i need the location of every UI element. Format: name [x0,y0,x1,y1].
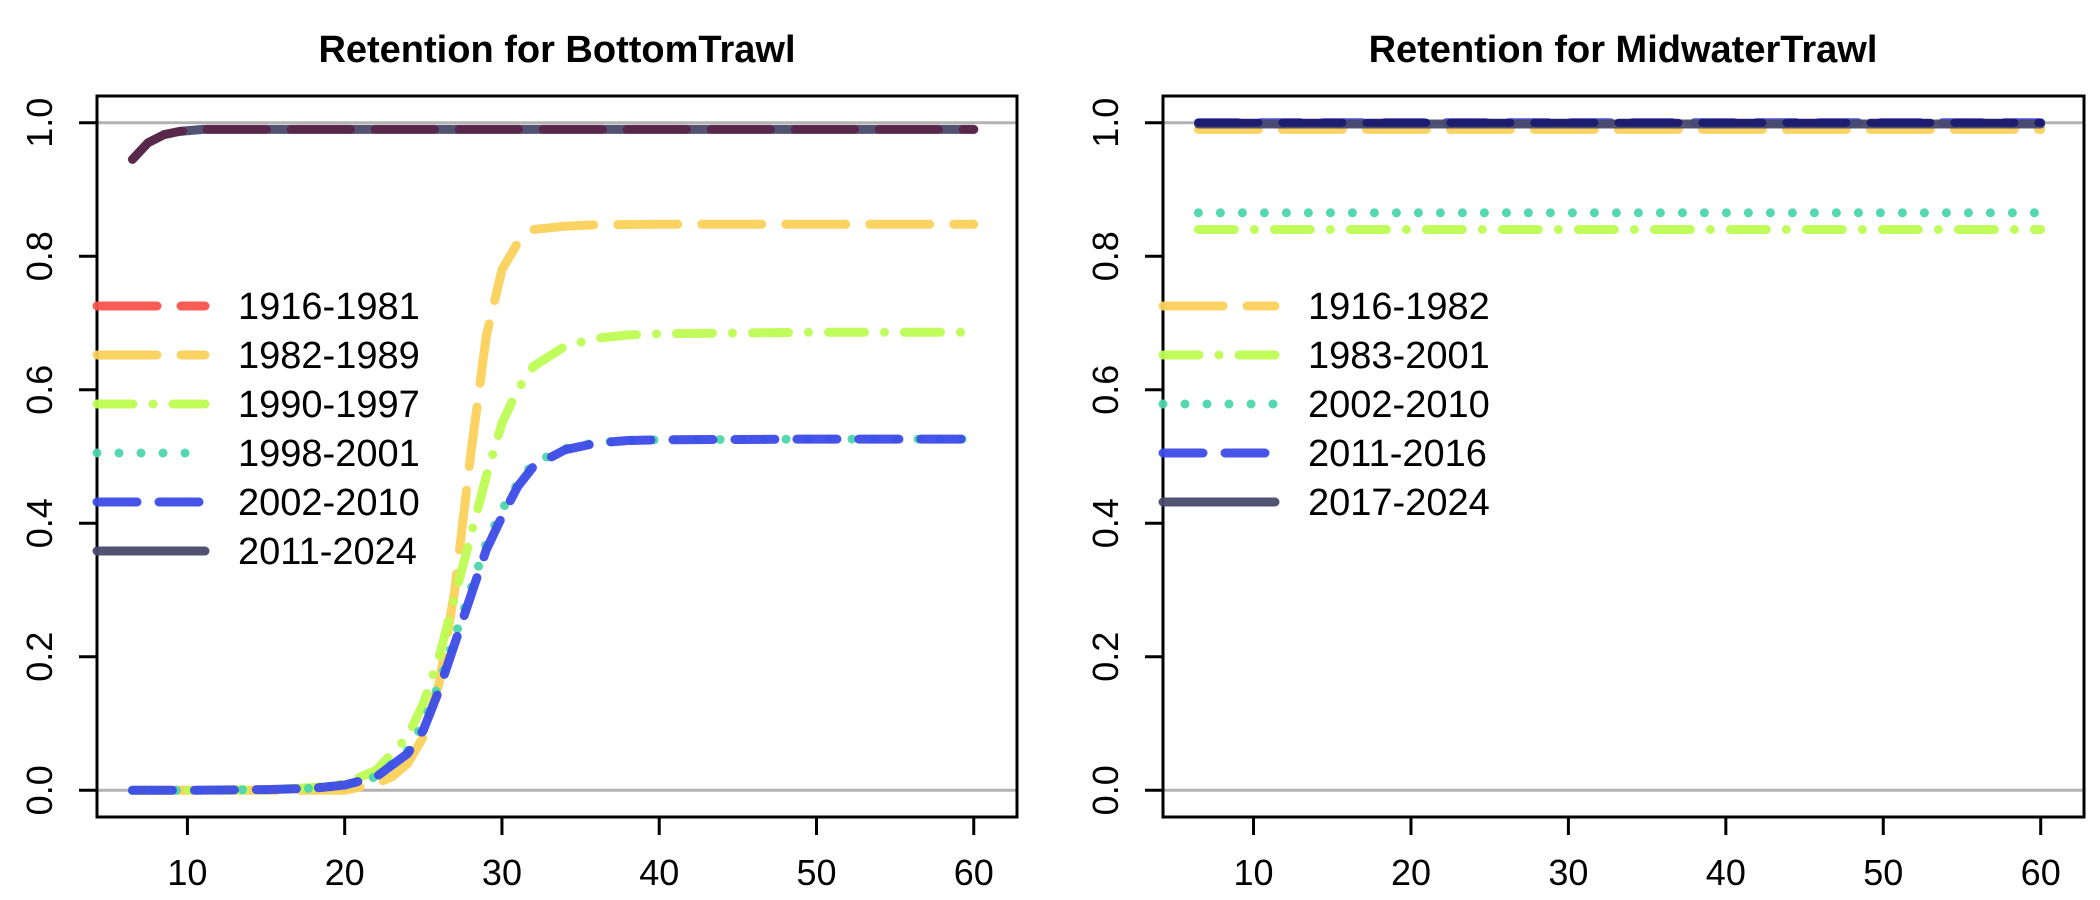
chart-title: Retention for MidwaterTrawl [1369,29,1878,71]
chart-title: Retention for BottomTrawl [318,29,795,71]
bottomtrawl-panel: Retention for BottomTrawl 10 20 30 40 50 60 0.… [19,29,1019,893]
x-tick-label: 10 [1234,852,1274,893]
legend-label: 1982-1989 [238,335,420,377]
legend: 1916-1982 1983-2001 2002-2010 2011-2016 2017… [1158,286,1490,524]
legend-label: 1916-1982 [1308,286,1490,328]
legend-label: 1983-2001 [1308,335,1490,377]
legend-label: 2002-2010 [1308,384,1490,426]
x-tick-label: 60 [954,852,994,893]
x-tick-label: 20 [1391,852,1431,893]
y-tick-label: 0.8 [1085,231,1126,281]
y-tick-label: 0.2 [1085,632,1126,682]
x-tick-label: 20 [325,852,365,893]
legend: 1916-1981 1982-1989 1990-1997 1998-2001 2002… [92,286,420,573]
y-tick-label: 1.0 [1085,98,1126,148]
legend-label: 1916-1981 [238,286,420,328]
midwatertrawl-panel: Retention for MidwaterTrawl 10 20 30 40 50 60… [1085,29,2086,893]
y-tick-label: 0.8 [19,231,60,281]
x-tick-label: 30 [482,852,522,893]
series-line [127,124,979,164]
series-line [127,219,979,795]
y-tick-label: 0.6 [19,365,60,415]
legend-label: 2011-2016 [1308,433,1487,475]
y-tick-label: 0.2 [19,632,60,682]
y-tick-label: 0.4 [1085,498,1126,548]
x-tick-label: 50 [1863,852,1903,893]
y-tick-label: 0.6 [1085,365,1126,415]
y-tick-label: 1.0 [19,98,60,148]
legend-label: 2017-2024 [1308,482,1490,524]
x-tick-label: 40 [639,852,679,893]
series-line [127,434,979,795]
legend-label: 2002-2010 [238,482,420,524]
y-tick-label: 0.4 [19,498,60,548]
legend-label: 1998-2001 [238,433,420,475]
legend-label: 1990-1997 [238,384,420,426]
y-tick-label: 0.0 [19,765,60,815]
x-tick-label: 40 [1706,852,1746,893]
x-tick-label: 60 [2021,852,2061,893]
plot-frame [1161,94,2086,819]
x-tick-label: 30 [1548,852,1588,893]
x-tick-label: 10 [167,852,207,893]
overlay-line [128,125,978,164]
x-tick-label: 50 [796,852,836,893]
y-tick-label: 0.0 [1085,765,1126,815]
legend-label: 2011-2024 [238,531,417,573]
